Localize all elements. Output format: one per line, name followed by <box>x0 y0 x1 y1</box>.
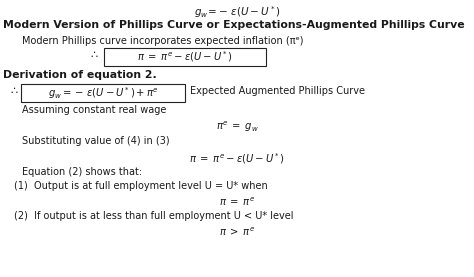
Text: Modern Phillips curve incorporates expected inflation (πᵉ): Modern Phillips curve incorporates expec… <box>22 36 303 46</box>
Text: $g_w\!=\!-\,\epsilon(U - U^*)$: $g_w\!=\!-\,\epsilon(U - U^*)$ <box>193 4 281 20</box>
Text: ∴: ∴ <box>90 50 97 60</box>
Text: $\pi\;>\;\pi^e$: $\pi\;>\;\pi^e$ <box>219 226 255 238</box>
Text: Expected Augmented Phillips Curve: Expected Augmented Phillips Curve <box>190 86 365 96</box>
Text: ∴: ∴ <box>10 86 17 96</box>
Text: $\pi\;=\;\pi^e - \epsilon(U - U^*)$: $\pi\;=\;\pi^e - \epsilon(U - U^*)$ <box>137 50 233 64</box>
Text: Derivation of equation 2.: Derivation of equation 2. <box>3 70 157 80</box>
Text: Substituting value of (4) in (3): Substituting value of (4) in (3) <box>22 136 170 146</box>
Text: $g_w = -\,\epsilon(U - U^*) + \pi^e$: $g_w = -\,\epsilon(U - U^*) + \pi^e$ <box>47 85 158 101</box>
Text: Equation (2) shows that:: Equation (2) shows that: <box>22 167 142 177</box>
Text: $\pi\;=\;\pi^e - \epsilon(U - U^*)$: $\pi\;=\;\pi^e - \epsilon(U - U^*)$ <box>189 151 285 166</box>
Text: (2)  If output is at less than full employment U < U* level: (2) If output is at less than full emplo… <box>14 211 293 221</box>
Text: Modern Version of Phillips Curve or Expectations-Augmented Phillips Curve: Modern Version of Phillips Curve or Expe… <box>3 20 465 30</box>
Text: $\pi\;=\;\pi^e$: $\pi\;=\;\pi^e$ <box>219 196 255 208</box>
Text: Assuming constant real wage: Assuming constant real wage <box>22 105 166 115</box>
Text: (1)  Output is at full employment level U = U* when: (1) Output is at full employment level U… <box>14 181 268 191</box>
Text: $\pi^e\;=\;g_w$: $\pi^e\;=\;g_w$ <box>216 120 258 134</box>
